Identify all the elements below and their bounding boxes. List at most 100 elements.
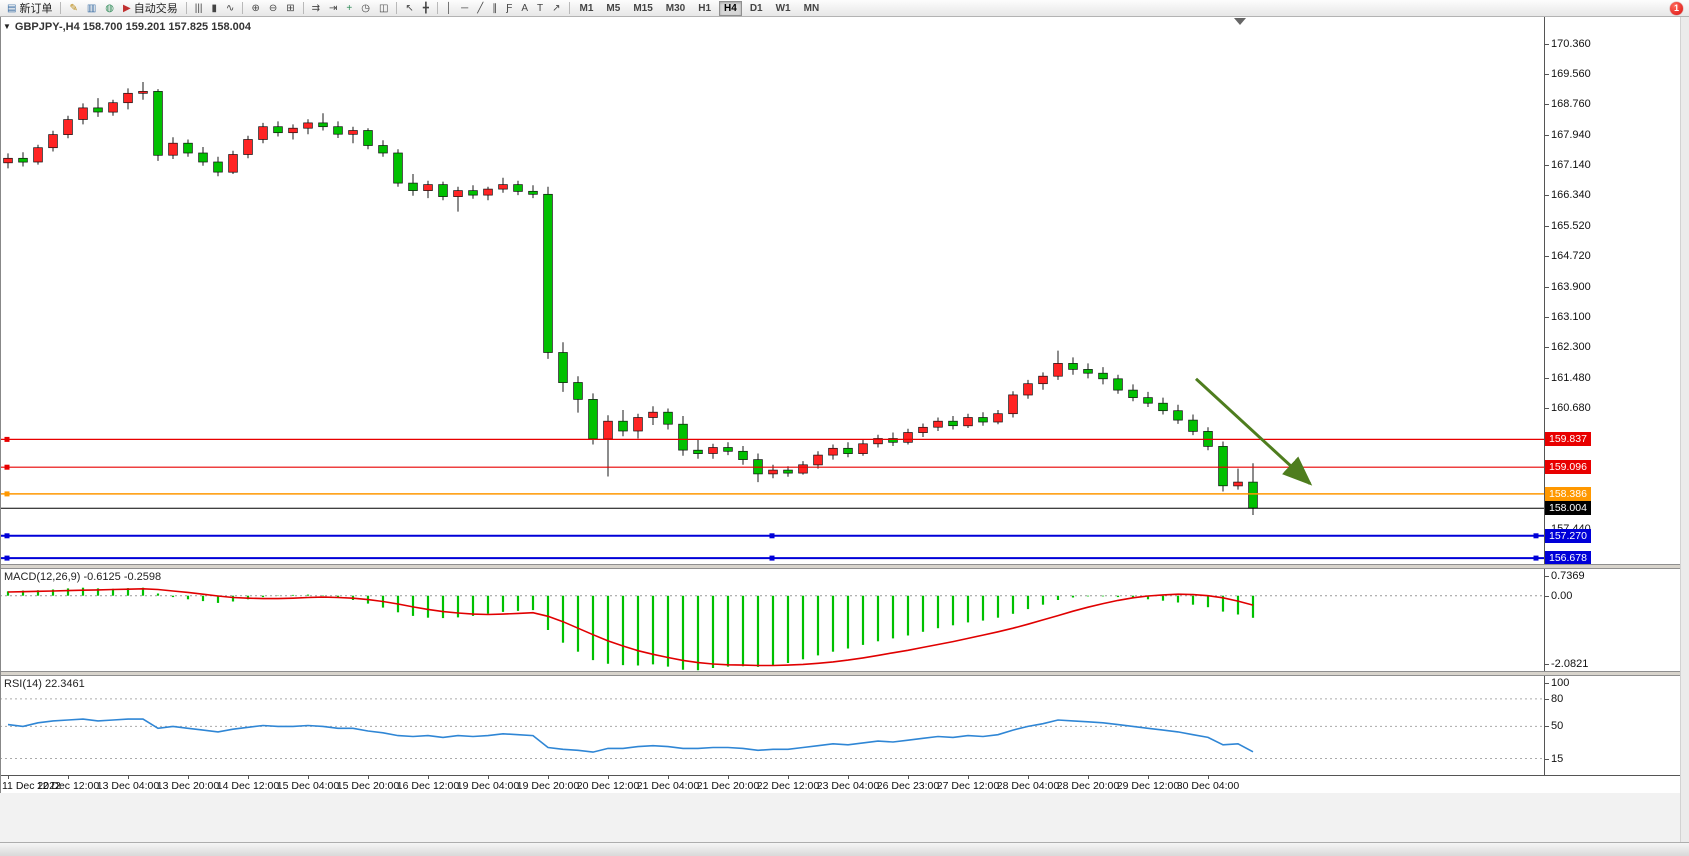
arrow-tools-button[interactable]: ↗ <box>548 0 564 17</box>
timeframe-h1-button[interactable]: H1 <box>698 2 712 14</box>
support-line-blue-upper-price-label: 157.270 <box>1545 529 1591 543</box>
metaeditor-button[interactable]: ✎ <box>65 0 81 17</box>
timeframe-m1-button[interactable]: M1 <box>579 2 594 14</box>
resistance-line-lower[interactable] <box>0 464 1544 470</box>
resistance-line-upper-price-label: 159.837 <box>1545 432 1591 446</box>
support-line-blue-lower[interactable] <box>0 555 1544 561</box>
text-icon: A <box>521 2 528 14</box>
time-axis-label: 15 Dec 04:00 <box>276 780 340 792</box>
market-watch-button[interactable]: ▥ <box>83 0 100 17</box>
macd-axis-tick <box>1545 596 1549 597</box>
fibonacci-button[interactable]: Ƒ <box>502 0 516 17</box>
text-label-button[interactable]: T <box>533 0 547 17</box>
notification-badge[interactable]: 1 <box>1670 2 1683 15</box>
timeframe-m15-button[interactable]: M15 <box>633 2 653 14</box>
chart-shift-button[interactable]: ⇥ <box>325 0 341 17</box>
candlestick-chart[interactable] <box>0 17 1544 564</box>
timeframe-d1-button[interactable]: D1 <box>749 2 763 14</box>
macd-histogram-chart[interactable] <box>0 569 1544 671</box>
time-axis-tick <box>1148 776 1149 779</box>
candlestick-chart-button[interactable]: ▮ <box>208 0 222 17</box>
time-axis-label: 20 Dec 12:00 <box>576 780 640 792</box>
horizontal-line-button[interactable]: ─ <box>457 0 472 17</box>
pane-splitter-macd[interactable] <box>0 564 1689 569</box>
time-axis-label: 23 Dec 04:00 <box>816 780 880 792</box>
support-line-blue-upper[interactable] <box>0 533 1544 539</box>
bar-chart-button[interactable]: ||| <box>191 0 207 17</box>
trendline-button[interactable]: ╱ <box>473 0 487 17</box>
time-axis-label: 12 Dec 12:00 <box>36 780 100 792</box>
support-line-orange[interactable] <box>0 491 1544 497</box>
price-chart-pane[interactable]: ▼ GBPJPY-,H4 158.700 159.201 157.825 158.… <box>0 17 1544 564</box>
vertical-line-button[interactable]: │ <box>442 0 456 17</box>
price-axis-label: 161.480 <box>1551 372 1591 384</box>
autotrading-button[interactable]: ▶ 自动交易 <box>119 0 182 17</box>
time-axis-label: 30 Dec 04:00 <box>1176 780 1240 792</box>
periods-icon: ◷ <box>361 2 370 14</box>
crosshair-icon: ╋ <box>422 2 429 14</box>
resistance-line-upper[interactable] <box>0 436 1544 442</box>
timeframe-h4-button[interactable]: H4 <box>719 0 742 16</box>
cursor-button[interactable]: ↖ <box>401 0 417 17</box>
timeframe-m5-button[interactable]: M5 <box>606 2 621 14</box>
time-axis[interactable]: 11 Dec 2022 12 Dec 12:00 13 Dec 04:00 13 De… <box>0 775 1689 793</box>
data-window-button[interactable]: ◍ <box>101 0 118 17</box>
timeframe-w1-button[interactable]: W1 <box>775 2 791 14</box>
line-chart-button[interactable]: ∿ <box>222 0 238 17</box>
templates-button[interactable]: ◫ <box>375 0 392 17</box>
new-order-label: 新订单 <box>19 3 53 15</box>
auto-scroll-icon: ⇉ <box>311 2 320 14</box>
price-axis-label: 160.680 <box>1551 402 1591 414</box>
price-axis-label: 163.100 <box>1551 311 1591 323</box>
text-button[interactable]: A <box>517 0 532 17</box>
trend-arrow-annotation[interactable] <box>1194 377 1313 486</box>
window-background <box>0 793 1689 842</box>
current-price-line-price-label: 158.004 <box>1545 501 1591 515</box>
time-axis-tick <box>188 776 189 779</box>
chart-shift-marker[interactable] <box>1234 18 1246 25</box>
time-axis-label: 13 Dec 20:00 <box>156 780 220 792</box>
zoom-out-button[interactable]: ⊖ <box>265 0 281 17</box>
price-axis-label: 166.340 <box>1551 189 1591 201</box>
time-axis-label: 15 Dec 20:00 <box>336 780 400 792</box>
rsi-line-chart[interactable] <box>0 676 1544 775</box>
pane-splitter-rsi[interactable] <box>0 671 1689 676</box>
rsi-line <box>7 718 1254 753</box>
right-edge-scrollbar[interactable] <box>1680 17 1689 842</box>
periods-button[interactable]: ◷ <box>357 0 374 17</box>
metaeditor-icon: ✎ <box>69 2 78 14</box>
macd-pane[interactable]: MACD(12,26,9) -0.6125 -0.2598 <box>0 569 1544 671</box>
macd-axis-tick <box>1545 664 1549 665</box>
time-axis-tick <box>788 776 789 779</box>
rsi-axis-tick <box>1545 726 1549 727</box>
macd-axis-label: 0.7369 <box>1551 570 1585 582</box>
crosshair-button[interactable]: ╋ <box>419 0 433 17</box>
time-axis-label: 21 Dec 04:00 <box>636 780 700 792</box>
time-axis-tick <box>728 776 729 779</box>
support-line-blue-lower-price-label: 156.678 <box>1545 551 1591 565</box>
zoom-out-icon: ⊖ <box>268 2 278 14</box>
auto-scroll-button[interactable]: ⇉ <box>308 0 324 17</box>
timeframe-mn-button[interactable]: MN <box>803 2 820 14</box>
price-axis-label: 165.520 <box>1551 220 1591 232</box>
rsi-axis-tick <box>1545 759 1549 760</box>
one-click-collapse-icon[interactable]: ▼ <box>3 22 11 31</box>
equidistant-channel-button[interactable]: ∥ <box>488 0 501 17</box>
zoom-in-button[interactable]: ⊕ <box>247 0 263 17</box>
new-order-button[interactable]: ▤ 新订单 <box>3 0 56 17</box>
rsi-pane[interactable]: RSI(14) 22.3461 <box>0 676 1544 775</box>
price-axis-tick <box>1545 408 1549 409</box>
rsi-label: RSI(14) 22.3461 <box>4 678 85 690</box>
price-axis[interactable]: 170.360 169.560 168.760 167.940 167.140 166.3… <box>1544 17 1689 775</box>
price-axis-tick <box>1545 104 1549 105</box>
time-axis-label: 26 Dec 23:00 <box>876 780 940 792</box>
rsi-axis-tick <box>1545 699 1549 700</box>
time-axis-tick <box>1028 776 1029 779</box>
tile-windows-button[interactable]: ⊞ <box>282 0 298 17</box>
resistance-line-lower-price-label: 159.096 <box>1545 460 1591 474</box>
add-indicator-button[interactable]: + <box>342 0 356 17</box>
price-axis-tick <box>1545 226 1549 227</box>
data-window-icon: ◍ <box>105 2 115 14</box>
timeframe-m30-button[interactable]: M30 <box>665 2 686 14</box>
